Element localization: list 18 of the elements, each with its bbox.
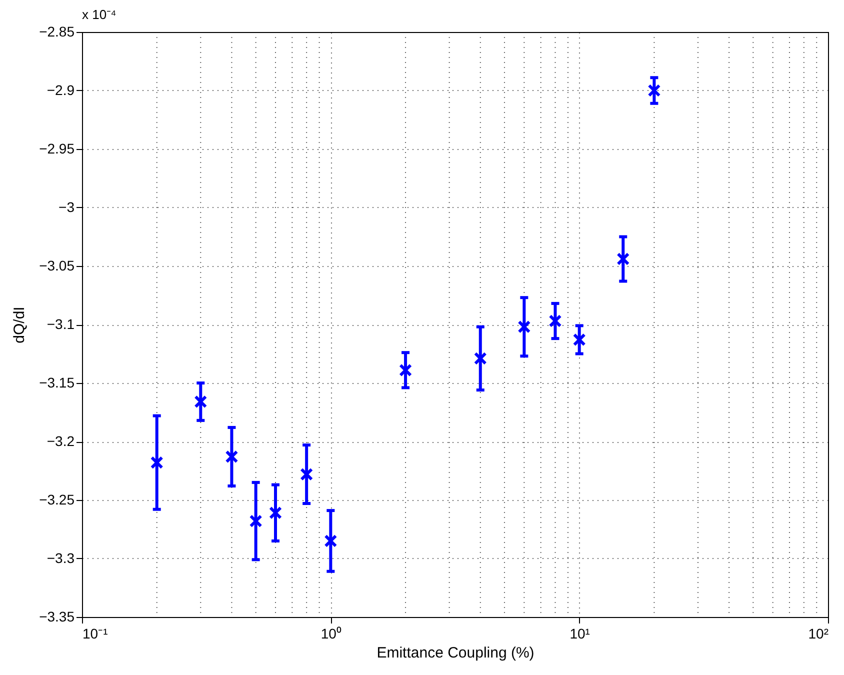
text: x 10⁻⁴: [82, 7, 116, 22]
y-tick-label: −2.9: [46, 82, 75, 98]
y-tick-label: −3.05: [39, 258, 75, 274]
x-tick-label: 10²: [808, 626, 829, 642]
y-tick-label: −3.35: [39, 608, 75, 624]
x-axis-title: Emittance Coupling (%): [376, 644, 534, 662]
y-axis-title: dQ/dI: [11, 306, 28, 344]
x-tick-label: 10⁻¹: [82, 626, 108, 642]
y-tick-label: −3.3: [46, 550, 75, 566]
y-tick-label: −3.1: [46, 316, 75, 332]
x-tick-label: 10¹: [570, 626, 590, 642]
y-tick-label: −3: [58, 199, 75, 215]
y-tick-label: −3.25: [39, 492, 75, 508]
y-tick-label: −2.85: [39, 24, 75, 40]
y-tick-label: −3.15: [39, 374, 75, 390]
y-tick-label: −3.2: [46, 433, 75, 449]
y-tick-label: −2.95: [39, 140, 75, 156]
x-tick-label: 10⁰: [320, 626, 342, 642]
